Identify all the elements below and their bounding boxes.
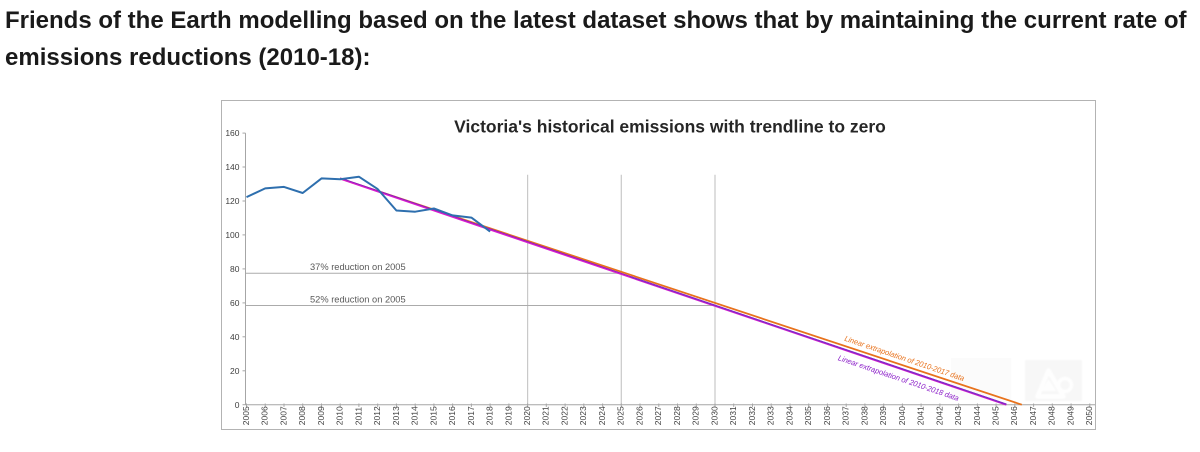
svg-text:2020: 2020 [522,406,532,425]
svg-text:2012: 2012 [372,406,382,425]
svg-text:37% reduction on 2005: 37% reduction on 2005 [310,262,406,272]
svg-text:0: 0 [235,400,240,410]
svg-text:80: 80 [230,264,240,274]
svg-text:2010: 2010 [335,406,345,425]
svg-text:120: 120 [225,196,239,206]
svg-text:2034: 2034 [784,406,794,425]
svg-text:2016: 2016 [447,406,457,425]
svg-text:2024: 2024 [597,406,607,425]
svg-text:100: 100 [225,230,239,240]
svg-text:2042: 2042 [934,406,944,425]
svg-text:2050: 2050 [1084,406,1094,425]
svg-text:2028: 2028 [672,406,682,425]
svg-text:60: 60 [230,298,240,308]
svg-text:2040: 2040 [897,406,907,425]
svg-text:2048: 2048 [1047,406,1057,425]
svg-text:2027: 2027 [653,406,663,425]
svg-text:2033: 2033 [766,406,776,425]
svg-text:2014: 2014 [410,406,420,425]
svg-text:52% reduction on 2005: 52% reduction on 2005 [310,295,406,305]
svg-text:2038: 2038 [859,406,869,425]
svg-text:2015: 2015 [428,406,438,425]
svg-text:2032: 2032 [747,406,757,425]
svg-text:Victoria's historical emission: Victoria's historical emissions with tre… [454,117,886,137]
svg-text:2030: 2030 [709,406,719,425]
svg-text:40: 40 [230,332,240,342]
svg-text:2022: 2022 [560,406,570,425]
svg-text:160: 160 [225,128,239,138]
svg-text:2017: 2017 [466,406,476,425]
svg-text:2025: 2025 [616,406,626,425]
svg-text:2035: 2035 [803,406,813,425]
svg-text:2018: 2018 [485,406,495,425]
svg-text:2045: 2045 [991,406,1001,425]
svg-text:2008: 2008 [297,406,307,425]
svg-text:2026: 2026 [634,406,644,425]
svg-text:2006: 2006 [260,406,270,425]
svg-text:2037: 2037 [841,406,851,425]
svg-text:2011: 2011 [353,407,363,426]
svg-text:2039: 2039 [878,406,888,425]
svg-text:2044: 2044 [972,406,982,425]
svg-text:140: 140 [225,162,239,172]
svg-text:2005: 2005 [241,406,251,425]
svg-text:2046: 2046 [1009,406,1019,425]
svg-text:2049: 2049 [1066,406,1076,425]
svg-text:2047: 2047 [1028,406,1038,425]
svg-text:2031: 2031 [728,406,738,425]
svg-text:2021: 2021 [541,406,551,425]
svg-text:2041: 2041 [916,406,926,425]
svg-text:20: 20 [230,366,240,376]
svg-text:2019: 2019 [503,406,513,425]
svg-text:2029: 2029 [691,406,701,425]
svg-text:2043: 2043 [953,406,963,425]
svg-text:2036: 2036 [822,406,832,425]
svg-text:2007: 2007 [278,406,288,425]
svg-text:2009: 2009 [316,406,326,425]
svg-text:2013: 2013 [391,406,401,425]
svg-text:2023: 2023 [578,406,588,425]
